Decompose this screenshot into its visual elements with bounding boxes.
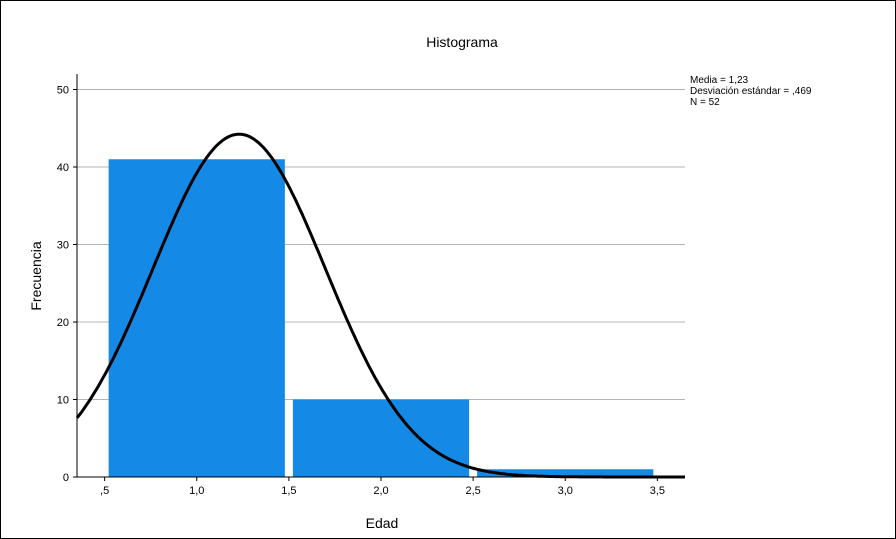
y-tick-label: 40	[57, 162, 69, 174]
histogram-bar	[292, 399, 470, 477]
x-tick-label: 3,5	[650, 485, 665, 497]
summary-stats: Media = 1,23 Desviación estándar = ,469 …	[690, 75, 812, 108]
stat-mean: Media = 1,23	[690, 75, 749, 86]
chart-title: Histograma	[426, 34, 498, 50]
histogram-bar	[477, 469, 654, 477]
y-axis-title: Frecuencia	[28, 241, 44, 310]
histogram-bars	[108, 159, 654, 477]
y-axis-ticks: 0 10 20 30 40 50	[57, 85, 77, 484]
x-tick-label: 1,0	[189, 485, 204, 497]
x-axis-title: Edad	[366, 515, 399, 531]
x-tick-label: 1,5	[281, 485, 296, 497]
x-tick-label: 2,5	[465, 485, 480, 497]
y-tick-label: 0	[63, 472, 69, 484]
x-axis-ticks: ,5 1,0 1,5 2,0 2,5 3,0 3,5	[100, 477, 665, 497]
y-tick-label: 10	[57, 395, 69, 407]
histogram-bar	[108, 159, 285, 477]
x-tick-label: ,5	[100, 485, 109, 497]
y-tick-label: 50	[57, 85, 69, 97]
y-tick-label: 20	[57, 317, 69, 329]
stat-n: N = 52	[690, 97, 720, 108]
stat-std-dev: Desviación estándar = ,469	[690, 86, 812, 97]
x-tick-label: 3,0	[558, 485, 573, 497]
x-tick-label: 2,0	[373, 485, 388, 497]
y-tick-label: 30	[57, 240, 69, 252]
